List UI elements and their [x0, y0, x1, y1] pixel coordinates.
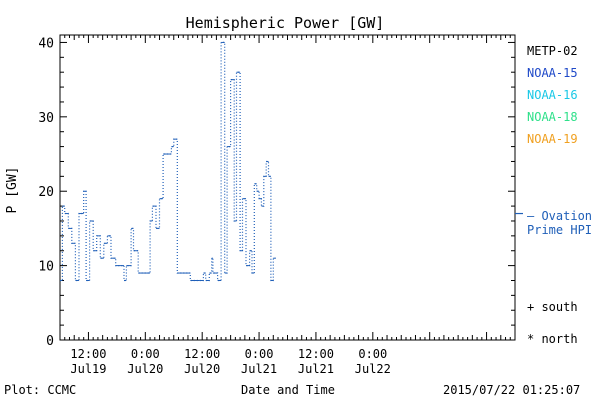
ovation-label-line1: — Ovation [527, 209, 592, 223]
x-tick-label-time: 12:00 [184, 347, 220, 361]
south-symbol-label: + south [527, 300, 578, 314]
plot-frame [59, 34, 516, 341]
y-tick-label: 20 [38, 185, 54, 200]
ovation-label-line2: Prime HPI [527, 223, 592, 237]
chart-title: Hemispheric Power [GW] [186, 14, 385, 32]
x-tick-label-time: 0:00 [245, 347, 274, 361]
legend-entry: NOAA-15 [527, 66, 578, 80]
y-axis-label: P [GW] [5, 167, 20, 214]
x-tick-label-time: 12:00 [298, 347, 334, 361]
plot-credit: Plot: CCMC [4, 383, 76, 397]
y-tick-label: 0 [46, 334, 54, 349]
legend-entry: NOAA-18 [527, 110, 578, 124]
series-line [60, 41, 276, 282]
legend-entry: METP-02 [527, 44, 578, 58]
x-axis-ticks: 12:00Jul190:00Jul2012:00Jul200:00Jul2112… [59, 35, 516, 376]
x-tick-label-date: Jul21 [298, 362, 334, 376]
y-tick-label: 10 [38, 260, 54, 275]
legend-entry: NOAA-16 [527, 88, 578, 102]
x-tick-label-time: 0:00 [131, 347, 160, 361]
x-tick-label-date: Jul19 [70, 362, 106, 376]
y-tick-label: 40 [38, 36, 54, 51]
legend-entry: NOAA-19 [527, 132, 578, 146]
x-tick-label-time: 12:00 [70, 347, 106, 361]
y-axis-ticks: 0 10 20 30 40 [38, 36, 515, 349]
x-axis-label: Date and Time [241, 383, 335, 397]
x-tick-label-time: 0:00 [358, 347, 387, 361]
series-layer [60, 41, 523, 282]
plot-timestamp: 2015/07/22 01:25:07 [443, 383, 580, 397]
x-tick-label-date: Jul20 [184, 362, 220, 376]
x-tick-label-date: Jul20 [127, 362, 163, 376]
legend: METP-02 NOAA-15 NOAA-16 NOAA-18 NOAA-19 [527, 44, 578, 146]
x-tick-label-date: Jul22 [355, 362, 391, 376]
x-tick-label-date: Jul21 [241, 362, 277, 376]
y-tick-label: 30 [38, 111, 54, 126]
north-symbol-label: * north [527, 332, 578, 346]
